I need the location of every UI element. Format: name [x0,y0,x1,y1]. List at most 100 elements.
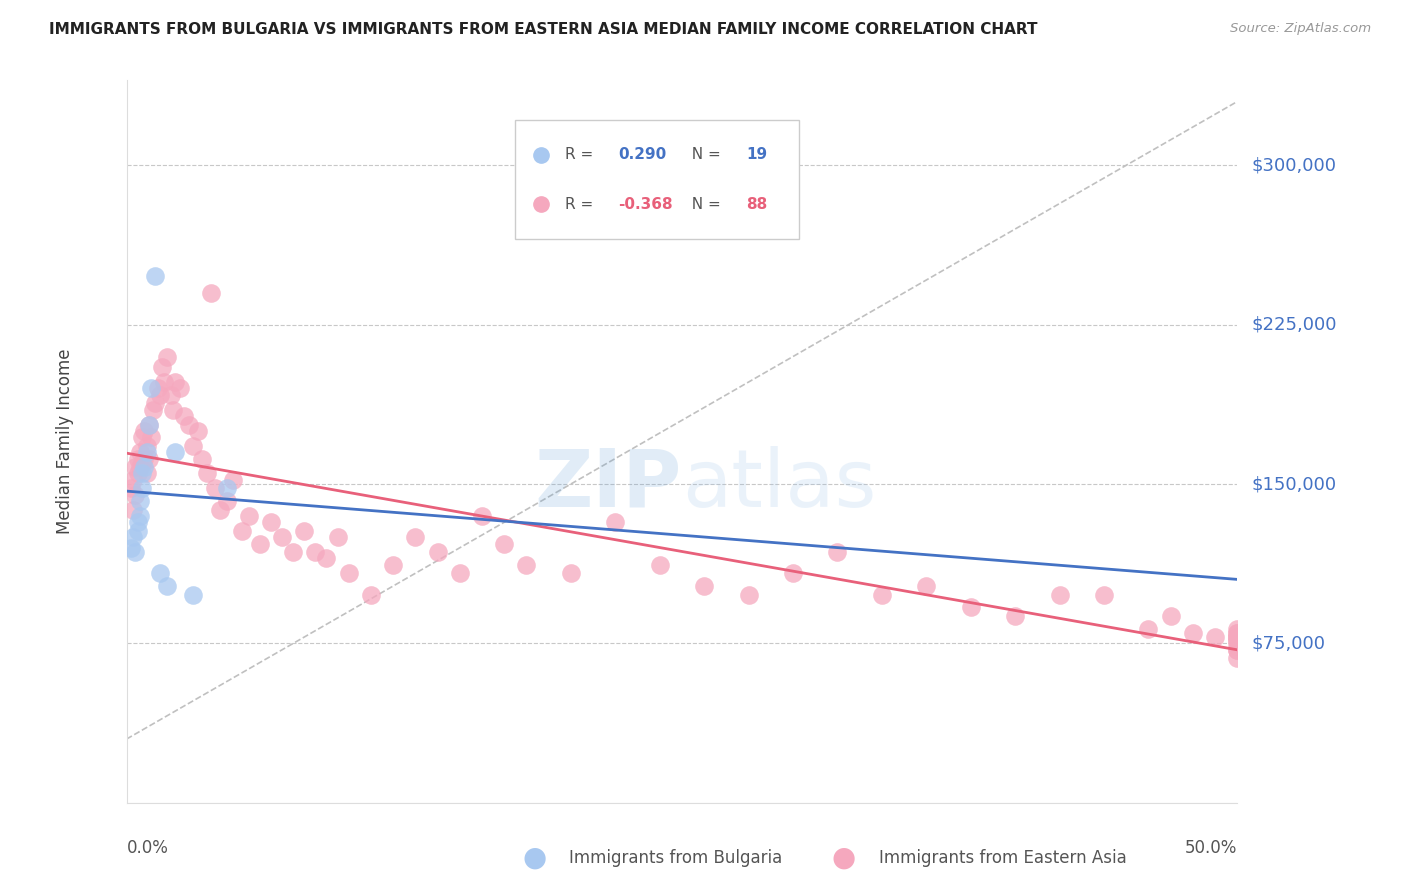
Point [131,430,153,444]
Point [122,530,145,544]
Point [870,588,893,602]
Point [165,445,187,459]
Point [135,439,157,453]
Point [122,473,145,487]
Text: ●: ● [831,844,856,872]
Point [155,350,177,364]
Point [149,566,172,581]
Point [153,375,176,389]
Point [215,481,238,495]
Point [271,530,294,544]
Point [1226,630,1249,644]
Point [515,558,537,572]
Point [1226,625,1249,640]
Point [145,268,167,283]
Point [131,467,153,481]
Point [139,430,162,444]
Point [173,409,195,423]
Point [122,502,145,516]
Text: N =: N = [682,197,725,211]
Point [449,566,471,581]
Point [1226,622,1249,636]
Point [315,551,337,566]
Point [128,494,150,508]
Text: 50.0%: 50.0% [1185,838,1237,857]
Point [1092,588,1115,602]
Point [782,566,804,581]
Point [145,396,167,410]
Point [1226,630,1249,644]
Point [827,545,849,559]
Point [1226,634,1249,648]
Point [200,285,222,300]
Text: 0.0%: 0.0% [127,838,169,857]
Point [134,460,156,475]
Point [494,536,516,550]
Point [134,451,156,466]
Point [1226,639,1249,653]
Point [426,545,449,559]
Text: atlas: atlas [682,446,876,524]
Point [1226,630,1249,644]
Point [181,439,204,453]
Point [165,375,187,389]
Point [360,588,382,602]
Point [124,488,146,502]
Point [191,451,214,466]
Point [471,508,494,523]
Text: $225,000: $225,000 [1251,316,1337,334]
Point [162,402,184,417]
Point [169,381,191,395]
Point [915,579,938,593]
Point [1160,608,1182,623]
Text: IMMIGRANTS FROM BULGARIA VS IMMIGRANTS FROM EASTERN ASIA MEDIAN FAMILY INCOME CO: IMMIGRANTS FROM BULGARIA VS IMMIGRANTS F… [49,22,1038,37]
Text: -0.368: -0.368 [619,197,673,211]
Point [326,530,349,544]
Point [337,566,360,581]
Text: R =: R = [565,147,599,162]
Text: $75,000: $75,000 [1251,634,1326,652]
Point [1204,630,1226,644]
Point [1226,642,1249,657]
Point [693,579,716,593]
Point [150,360,173,375]
Point [404,530,426,544]
Point [138,451,160,466]
Point [648,558,671,572]
Text: 19: 19 [747,147,768,162]
Point [177,417,200,432]
Point [120,481,142,495]
Text: $300,000: $300,000 [1251,156,1336,174]
Point [135,445,157,459]
Point [1226,651,1249,665]
Point [135,467,157,481]
Point [238,508,260,523]
Point [260,516,283,530]
Point [1226,634,1249,648]
Text: Immigrants from Bulgaria: Immigrants from Bulgaria [569,849,783,867]
Point [127,451,149,466]
Point [127,516,149,530]
Text: Median Family Income: Median Family Income [56,349,75,534]
Point [139,381,162,395]
Point [138,417,160,432]
Text: N =: N = [682,147,725,162]
Point [160,388,183,402]
Point [146,381,169,395]
Point [127,467,149,481]
Point [181,588,204,602]
Point [131,456,153,470]
Text: ZIP: ZIP [534,446,682,524]
Point [231,524,253,538]
Point [382,558,405,572]
Point [1137,622,1160,636]
Point [149,388,172,402]
FancyBboxPatch shape [515,120,799,239]
Point [124,460,146,475]
Point [195,467,218,481]
Point [222,473,245,487]
Text: 88: 88 [747,197,768,211]
Point [124,545,146,559]
Text: Source: ZipAtlas.com: Source: ZipAtlas.com [1230,22,1371,36]
Point [134,424,156,438]
